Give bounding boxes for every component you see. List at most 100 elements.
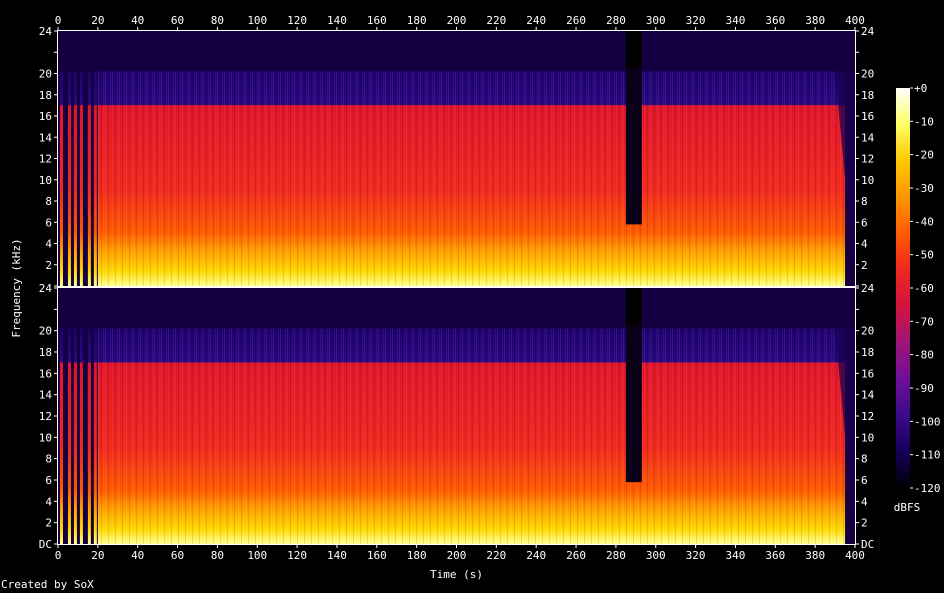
y-tick-label-left: 16 [39,110,52,123]
x-tick-label-top: 120 [287,14,307,27]
x-tick-label-bottom: 140 [327,549,347,562]
intro-pulse [59,71,63,286]
x-tick-label-bottom: 220 [486,549,506,562]
x-tick-label-bottom: 0 [55,549,62,562]
y-tick-label-right: 6 [861,474,868,487]
x-tick-label-top: 0 [55,14,62,27]
colorbar-tick-label: -50 [914,249,934,262]
colorbar-tick-label: +0 [914,82,927,95]
colorbar-tick-label: -70 [914,315,934,328]
x-tick-label-bottom: 360 [765,549,785,562]
y-tick-label-left: 8 [45,195,52,208]
x-tick-label-top: 360 [765,14,785,27]
y-tick-label-left: 18 [39,346,52,359]
intro-pulse [93,71,97,286]
y-tick-label-right: 24 [861,25,875,38]
intro-pulse [59,328,63,544]
x-tick-label-top: 20 [91,14,104,27]
silence-gap-top [625,31,642,69]
intro-pulse [67,328,71,544]
y-axis-title: Frequency (kHz) [10,238,23,337]
y-tick-label-left: 4 [45,238,52,251]
y-tick-label-right: 16 [861,110,874,123]
y-tick-label-left: 12 [39,410,52,423]
y-tick-label-left: 12 [39,153,52,166]
y-tick-label-left: 14 [39,389,53,402]
x-tick-label-bottom: 20 [91,549,104,562]
colorbar-tick-label: -90 [914,382,934,395]
y-tick-label-right: 20 [861,68,874,81]
colorbar-tick-label: -20 [914,149,934,162]
y-tick-label-right: 16 [861,367,874,380]
x-tick-label-top: 180 [407,14,427,27]
colorbar-tick-label: -60 [914,282,934,295]
x-tick-label-top: 280 [606,14,626,27]
y-tick-label-left: 2 [45,517,52,530]
y-tick-label-left: 20 [39,325,52,338]
colorbar-tick-label: -100 [914,415,941,428]
colorbar-tick-label: -110 [914,449,941,462]
y-tick-label-right: 10 [861,431,874,444]
x-tick-label-bottom: 180 [407,549,427,562]
x-tick-label-top: 140 [327,14,347,27]
x-tick-label-bottom: 380 [805,549,825,562]
y-tick-label-left: 6 [45,216,52,229]
fade-out [835,328,855,544]
intro-pulse [87,71,91,286]
x-tick-label-top: 260 [566,14,586,27]
y-tick-label-right: 6 [861,216,868,229]
x-tick-label-top: 200 [447,14,467,27]
spectral-texture [97,328,846,544]
colorbar-tick-label: -120 [914,482,941,495]
x-tick-label-bottom: 200 [447,549,467,562]
colorbar-tick-label: -80 [914,349,934,362]
y-tick-label-right: 10 [861,174,874,187]
spectral-texture [97,71,846,286]
y-tick-label-right: 18 [861,89,874,102]
x-tick-label-top: 340 [726,14,746,27]
intro-pulse [79,71,83,286]
y-tick-label-right: 14 [861,131,875,144]
x-tick-label-top: 60 [171,14,184,27]
fade-out [835,71,855,286]
x-tick-label-top: 320 [686,14,706,27]
intro-pulse [73,328,77,544]
y-tick-label-right: 8 [861,453,868,466]
x-tick-label-top: 80 [211,14,224,27]
y-tick-label-left: 10 [39,174,52,187]
colorbar-tick-label: -10 [914,115,934,128]
y-tick-label-left: 6 [45,474,52,487]
x-tick-label-bottom: 260 [566,549,586,562]
y-tick-label-right: 12 [861,153,874,166]
y-tick-label-left: 4 [45,495,52,508]
y-tick-label-right: 2 [861,259,868,272]
intro-pulse [79,328,83,544]
y-tick-label-right: DC [861,538,874,551]
x-tick-label-bottom: 40 [131,549,144,562]
y-tick-label-right: 20 [861,325,874,338]
x-tick-label-top: 220 [486,14,506,27]
y-tick-label-left: 8 [45,453,52,466]
y-tick-label-right: 12 [861,410,874,423]
x-tick-label-top: 160 [367,14,387,27]
x-tick-label-top: 400 [845,14,865,27]
y-tick-label-left: 16 [39,367,52,380]
x-tick-label-bottom: 160 [367,549,387,562]
y-tick-label-left: 14 [39,131,53,144]
colorbar-tick-label: -30 [914,182,934,195]
y-tick-label-left: 24 [39,282,53,295]
x-tick-label-bottom: 300 [646,549,666,562]
intro-pulse [87,328,91,544]
colorbar-tick-label: -40 [914,215,934,228]
intro-pulse [73,71,77,286]
y-tick-label-right: 24 [861,282,875,295]
y-tick-label-left: 18 [39,89,52,102]
silence-gap [625,31,642,225]
y-tick-label-right: 4 [861,495,868,508]
x-tick-label-bottom: 320 [686,549,706,562]
x-tick-label-top: 300 [646,14,666,27]
y-tick-label-left: 24 [39,25,53,38]
colorbar-label: dBFS [894,501,921,514]
x-tick-label-bottom: 340 [726,549,746,562]
